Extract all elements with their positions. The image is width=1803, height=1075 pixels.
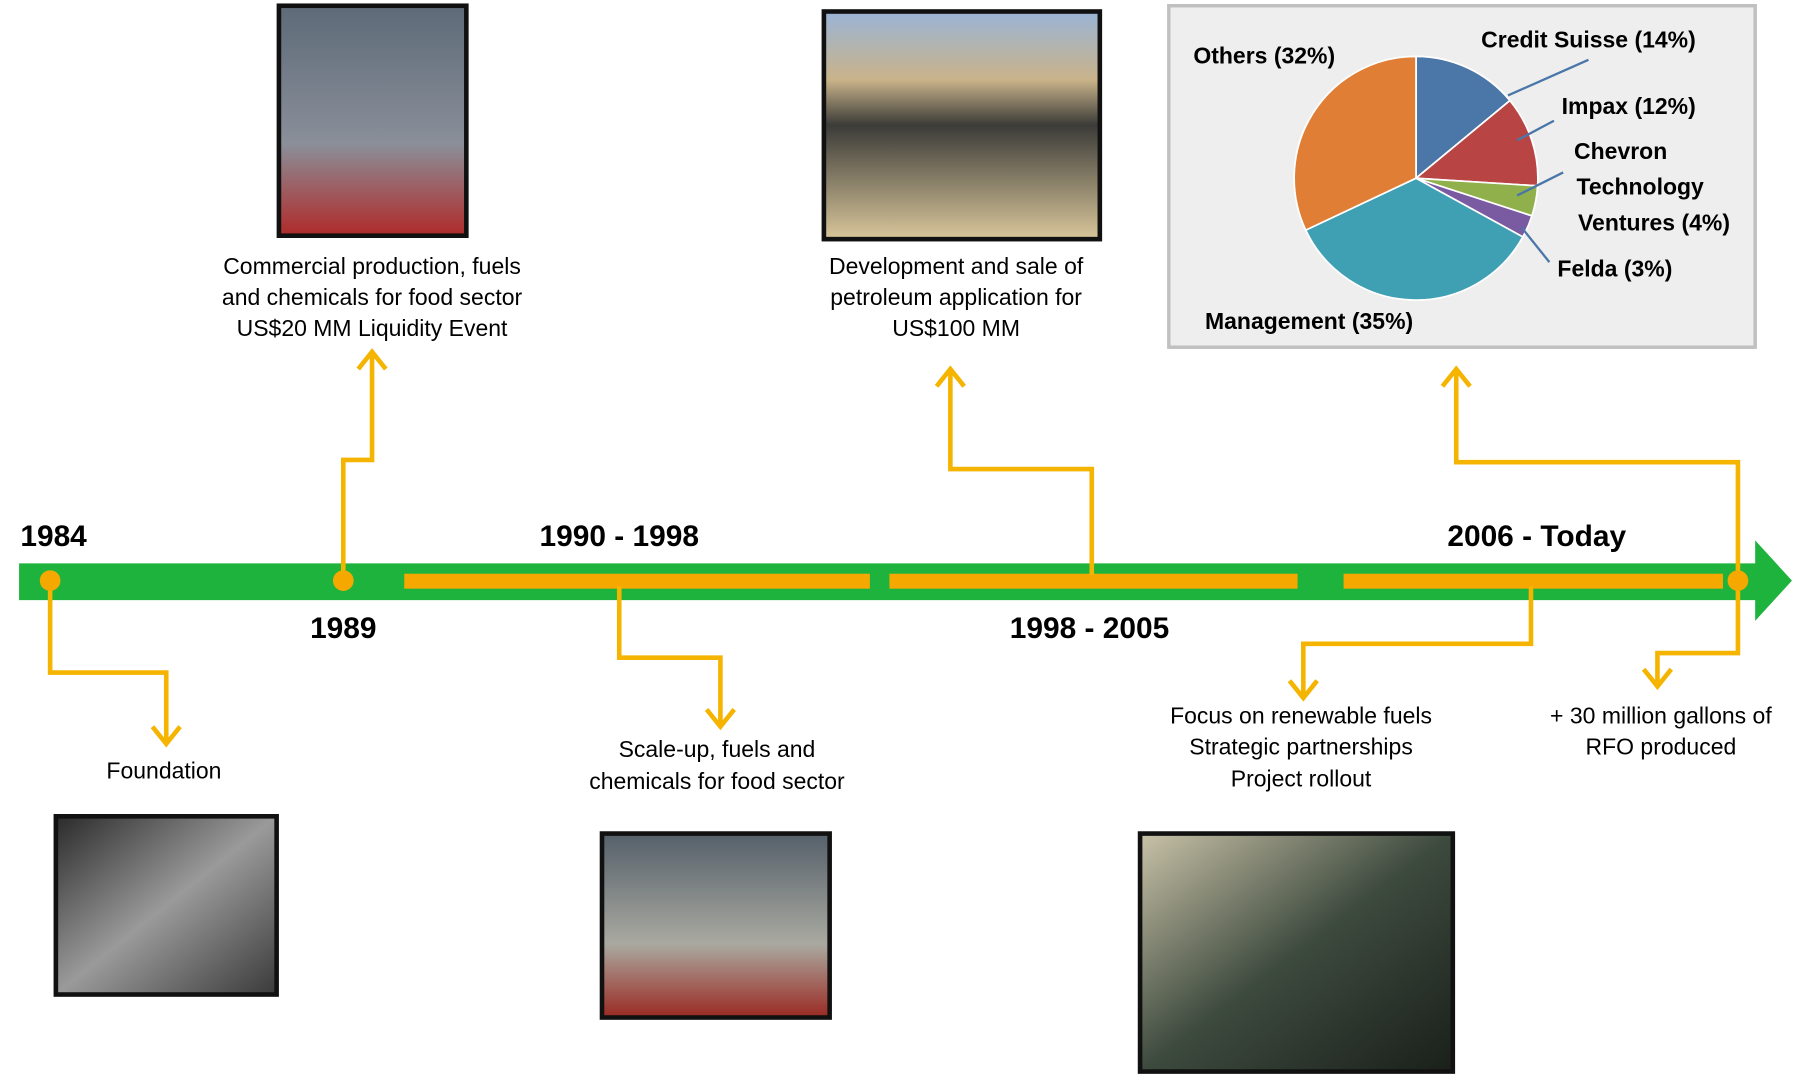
- pie-chart: [1294, 56, 1538, 300]
- milestone-dot: [1728, 570, 1749, 591]
- period-label: 1984: [20, 520, 87, 553]
- connector: [50, 581, 180, 744]
- event-text: RFO produced: [1586, 734, 1737, 760]
- period-label: 2006 - Today: [1447, 520, 1626, 553]
- pie-label: Management (35%): [1205, 308, 1413, 334]
- pie-label: Others (32%): [1193, 43, 1335, 69]
- connector: [937, 369, 1092, 575]
- period-label: 1989: [310, 612, 376, 645]
- event-text: US$100 MM: [892, 315, 1020, 341]
- pie-label: Impax (12%): [1562, 93, 1696, 119]
- page: {"timeline": { "periods": ["1984", "1989…: [0, 0, 1803, 1075]
- photo: [56, 816, 277, 994]
- connector: [619, 586, 734, 726]
- event-text: chemicals for food sector: [589, 768, 845, 794]
- event-text: Project rollout: [1231, 766, 1372, 792]
- photo: [1140, 834, 1453, 1072]
- event-text: and chemicals for food sector: [222, 284, 523, 310]
- event-text: US$20 MM Liquidity Event: [237, 315, 508, 341]
- pie-label: Technology: [1577, 174, 1704, 200]
- milestone-dot: [333, 570, 354, 591]
- pie-label: Felda (3%): [1557, 255, 1672, 281]
- period-label: 1990 - 1998: [539, 520, 698, 553]
- milestone-dot: [40, 570, 61, 591]
- pie-label: Ventures (4%): [1578, 209, 1730, 235]
- event-text: Strategic partnerships: [1189, 734, 1413, 760]
- event-text: Scale-up, fuels and: [619, 736, 816, 762]
- event-text: Focus on renewable fuels: [1170, 703, 1432, 729]
- photo: [602, 834, 830, 1018]
- photo: [279, 6, 466, 236]
- pie-label: Chevron: [1574, 138, 1667, 164]
- timeline-diagram: Credit Suisse (14%) Impax (12%) Chevron …: [0, 0, 1803, 1075]
- connector: [343, 352, 386, 581]
- pie-label: Credit Suisse (14%): [1481, 26, 1696, 52]
- event-text: Development and sale of: [829, 253, 1084, 279]
- event-text: + 30 million gallons of: [1550, 703, 1772, 729]
- event-text: Foundation: [106, 758, 221, 784]
- connector: [1290, 586, 1531, 698]
- event-text: Commercial production, fuels: [223, 253, 521, 279]
- event-text: petroleum application for: [830, 284, 1082, 310]
- period-bar: [404, 574, 870, 589]
- period-bar: [889, 574, 1297, 589]
- period-label: 1998 - 2005: [1010, 612, 1169, 645]
- photo: [824, 11, 1100, 239]
